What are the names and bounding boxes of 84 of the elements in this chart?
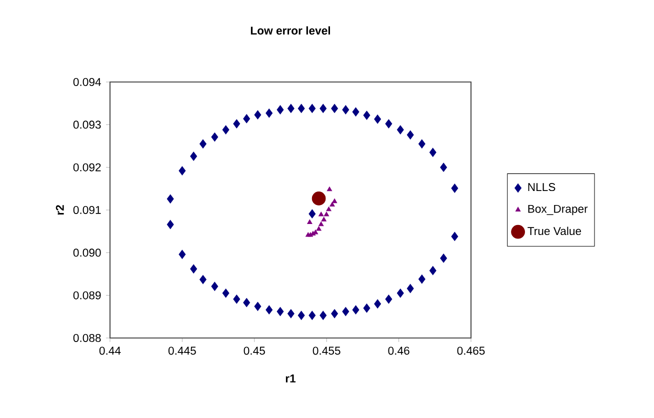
legend-label: True Value	[528, 226, 582, 236]
y-tick-label: 0.090	[73, 248, 101, 257]
point	[326, 206, 332, 212]
point	[211, 132, 218, 142]
point	[307, 219, 312, 224]
y-tick-label: 0.093	[73, 120, 101, 129]
point	[178, 250, 186, 259]
point	[451, 184, 458, 193]
point	[166, 194, 174, 204]
x-tick-label: 0.455	[312, 346, 340, 355]
point	[243, 114, 250, 124]
point	[385, 294, 392, 304]
point	[178, 166, 186, 176]
point	[308, 104, 316, 113]
point	[190, 152, 198, 161]
y-tick-label: 0.091	[73, 206, 101, 214]
point	[330, 202, 335, 206]
point	[385, 119, 392, 128]
point	[429, 266, 436, 276]
point	[298, 310, 305, 320]
point	[418, 139, 426, 148]
point	[308, 310, 316, 320]
point	[396, 125, 404, 134]
x-tick-label: 0.445	[168, 346, 196, 355]
point	[406, 130, 414, 140]
point	[363, 304, 370, 313]
point	[324, 212, 330, 216]
chart-title: Low error level	[250, 26, 330, 35]
legend-label: NLLS	[528, 183, 556, 192]
point	[222, 125, 230, 134]
point	[266, 305, 273, 314]
x-tick-label: 0.44	[99, 346, 121, 355]
point	[374, 114, 382, 124]
point	[243, 298, 250, 308]
point	[254, 110, 262, 120]
point	[374, 299, 382, 308]
point	[254, 302, 262, 311]
point	[308, 209, 316, 218]
y-tick-label: 0.094	[73, 78, 101, 86]
point	[352, 305, 360, 314]
point	[287, 104, 294, 113]
point	[298, 104, 305, 113]
point	[287, 309, 294, 318]
x-tick-label: 0.45	[244, 346, 265, 355]
point	[342, 307, 350, 316]
point	[440, 254, 448, 263]
x-tick-label: 0.46	[388, 346, 410, 355]
point	[222, 288, 230, 298]
point	[200, 139, 206, 148]
y-tick-label: 0.088	[73, 334, 101, 342]
y-tick-label: 0.092	[73, 163, 101, 172]
point	[326, 186, 332, 192]
point	[331, 309, 338, 318]
point	[233, 119, 240, 128]
point	[429, 148, 436, 157]
x-axis-title: r1	[286, 374, 296, 382]
point	[200, 275, 206, 284]
legend-label: Box_Draper	[528, 204, 588, 216]
point	[321, 216, 326, 222]
point	[276, 307, 284, 316]
point	[320, 104, 327, 113]
point	[316, 226, 322, 231]
point	[342, 105, 350, 114]
x-tick-label: 0.465	[457, 346, 485, 355]
y-tick-label: 0.089	[73, 291, 101, 300]
point	[318, 212, 324, 216]
point	[451, 232, 458, 241]
point	[276, 105, 284, 114]
point	[190, 264, 198, 274]
point	[406, 284, 414, 294]
point	[312, 192, 326, 206]
point	[233, 294, 240, 304]
point	[320, 310, 327, 320]
point	[331, 104, 338, 113]
point	[396, 288, 404, 298]
point	[266, 108, 273, 118]
y-axis-title: r2	[56, 205, 64, 215]
point	[440, 162, 448, 172]
point	[166, 220, 174, 230]
point	[211, 282, 218, 291]
point	[318, 222, 324, 226]
point	[418, 274, 426, 284]
point	[363, 110, 370, 120]
point	[352, 107, 360, 116]
